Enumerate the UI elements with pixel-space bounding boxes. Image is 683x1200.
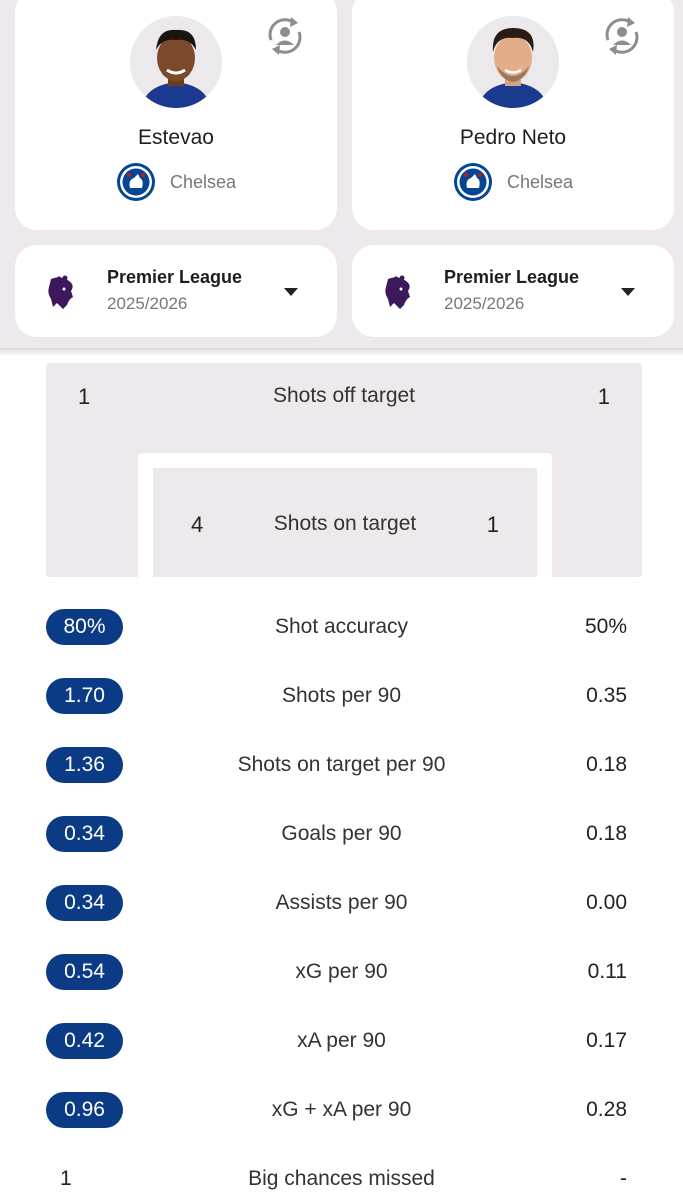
- stat-left-value: 0.34: [46, 816, 123, 852]
- stat-left-value: 1.70: [46, 678, 123, 714]
- league-selector-left[interactable]: Premier League 2025/2026: [15, 245, 337, 337]
- stat-right-value: 0.28: [586, 1098, 627, 1121]
- stat-label: Big chances missed: [248, 1167, 435, 1190]
- header-shadow: [0, 348, 683, 356]
- stat-label: Shot accuracy: [274, 615, 409, 638]
- stat-left-value: 0.54: [46, 954, 123, 990]
- stat-row-assists-per-90: 0.34 Assists per 90 0.00: [0, 870, 683, 939]
- stat-row-xa-per-90: 0.42 xA per 90 0.17: [0, 1008, 683, 1077]
- stat-left-value: 0.42: [46, 1023, 123, 1059]
- stat-label: Assists per 90: [275, 891, 408, 914]
- chelsea-crest-icon: [453, 162, 493, 202]
- stat-left-value: 1.36: [46, 747, 123, 783]
- shots-off-target-right: 1: [597, 384, 610, 409]
- shots-off-target-left: 1: [78, 384, 91, 409]
- stat-row-shots-on-target-per-90: 1.36 Shots on target per 90 0.18: [0, 732, 683, 801]
- goal-inner: 4 Shots on target 1: [153, 468, 537, 577]
- player-card-left[interactable]: Estevao Chelsea: [15, 0, 337, 230]
- stat-right-value: 50%: [584, 615, 627, 638]
- swap-player-icon[interactable]: [598, 12, 646, 60]
- player-name: Pedro Neto: [459, 126, 567, 149]
- stat-row-xg-per-90: 0.54 xG per 90 0.11: [0, 939, 683, 1008]
- premier-league-lion-icon: [382, 275, 414, 311]
- stat-label: xA per 90: [297, 1029, 386, 1052]
- stat-right-value: -: [620, 1167, 627, 1190]
- stat-row-xg-xa-per-90: 0.96 xG + xA per 90 0.28: [0, 1077, 683, 1146]
- league-name: Premier League: [107, 267, 243, 287]
- swap-player-icon[interactable]: [261, 12, 309, 60]
- stat-label: Shots per 90: [281, 684, 402, 707]
- league-selector-right[interactable]: Premier League 2025/2026: [352, 245, 674, 337]
- stat-right-value: 0.17: [586, 1029, 627, 1052]
- stat-left-value: 80%: [46, 609, 123, 645]
- shots-goal-graphic: 1 Shots off target 1 4 Shots on target 1: [46, 363, 642, 577]
- shots-on-target-right: 1: [486, 512, 499, 537]
- stat-right-value: 0.18: [586, 822, 627, 845]
- club-name: Chelsea: [506, 171, 574, 192]
- stat-row-big-chances-missed: 1 Big chances missed -: [0, 1146, 683, 1200]
- league-season: 2025/2026: [444, 294, 525, 313]
- stat-label: xG + xA per 90: [271, 1098, 412, 1121]
- league-name: Premier League: [444, 267, 580, 287]
- stat-right-value: 0.00: [586, 891, 627, 914]
- league-season: 2025/2026: [107, 294, 188, 313]
- player-avatar: [467, 16, 559, 108]
- shots-on-target-left: 4: [191, 512, 204, 537]
- club-name: Chelsea: [169, 171, 237, 192]
- goal-frame: 4 Shots on target 1: [138, 453, 552, 577]
- stat-label: xG per 90: [295, 960, 388, 983]
- stat-row-shot-accuracy: 80% Shot accuracy 50%: [0, 594, 683, 663]
- stat-left-value: 0.96: [46, 1092, 123, 1128]
- club-row: Chelsea: [352, 162, 674, 202]
- stat-label: Shots on target per 90: [237, 753, 446, 776]
- player-card-right[interactable]: Pedro Neto Chelsea: [352, 0, 674, 230]
- chelsea-crest-icon: [116, 162, 156, 202]
- club-row: Chelsea: [15, 162, 337, 202]
- stat-label: Goals per 90: [281, 822, 402, 845]
- caret-down-icon[interactable]: [283, 285, 299, 297]
- stat-row-goals-per-90: 0.34 Goals per 90 0.18: [0, 801, 683, 870]
- premier-league-lion-icon: [45, 275, 77, 311]
- shots-off-target-label: Shots off target: [272, 384, 416, 407]
- stat-right-value: 0.35: [586, 684, 627, 707]
- stat-right-value: 0.18: [586, 753, 627, 776]
- player-name: Estevao: [138, 126, 214, 149]
- stat-row-shots-per-90: 1.70 Shots per 90 0.35: [0, 663, 683, 732]
- stat-right-value: 0.11: [587, 960, 627, 983]
- shots-on-target-label: Shots on target: [273, 512, 417, 535]
- stats-list: 80% Shot accuracy 50% 1.70 Shots per 90 …: [0, 594, 683, 1200]
- stat-left-value: 1: [60, 1167, 72, 1190]
- stat-left-value: 0.34: [46, 885, 123, 921]
- caret-down-icon[interactable]: [620, 285, 636, 297]
- player-avatar: [130, 16, 222, 108]
